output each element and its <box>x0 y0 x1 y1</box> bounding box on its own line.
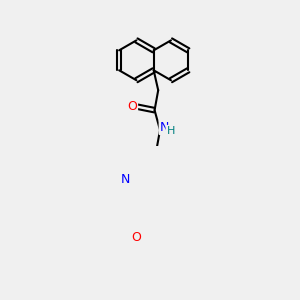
Text: H: H <box>167 126 175 136</box>
Text: O: O <box>127 100 137 113</box>
Text: O: O <box>132 231 142 244</box>
Text: N: N <box>121 173 130 187</box>
Text: N: N <box>160 121 169 134</box>
